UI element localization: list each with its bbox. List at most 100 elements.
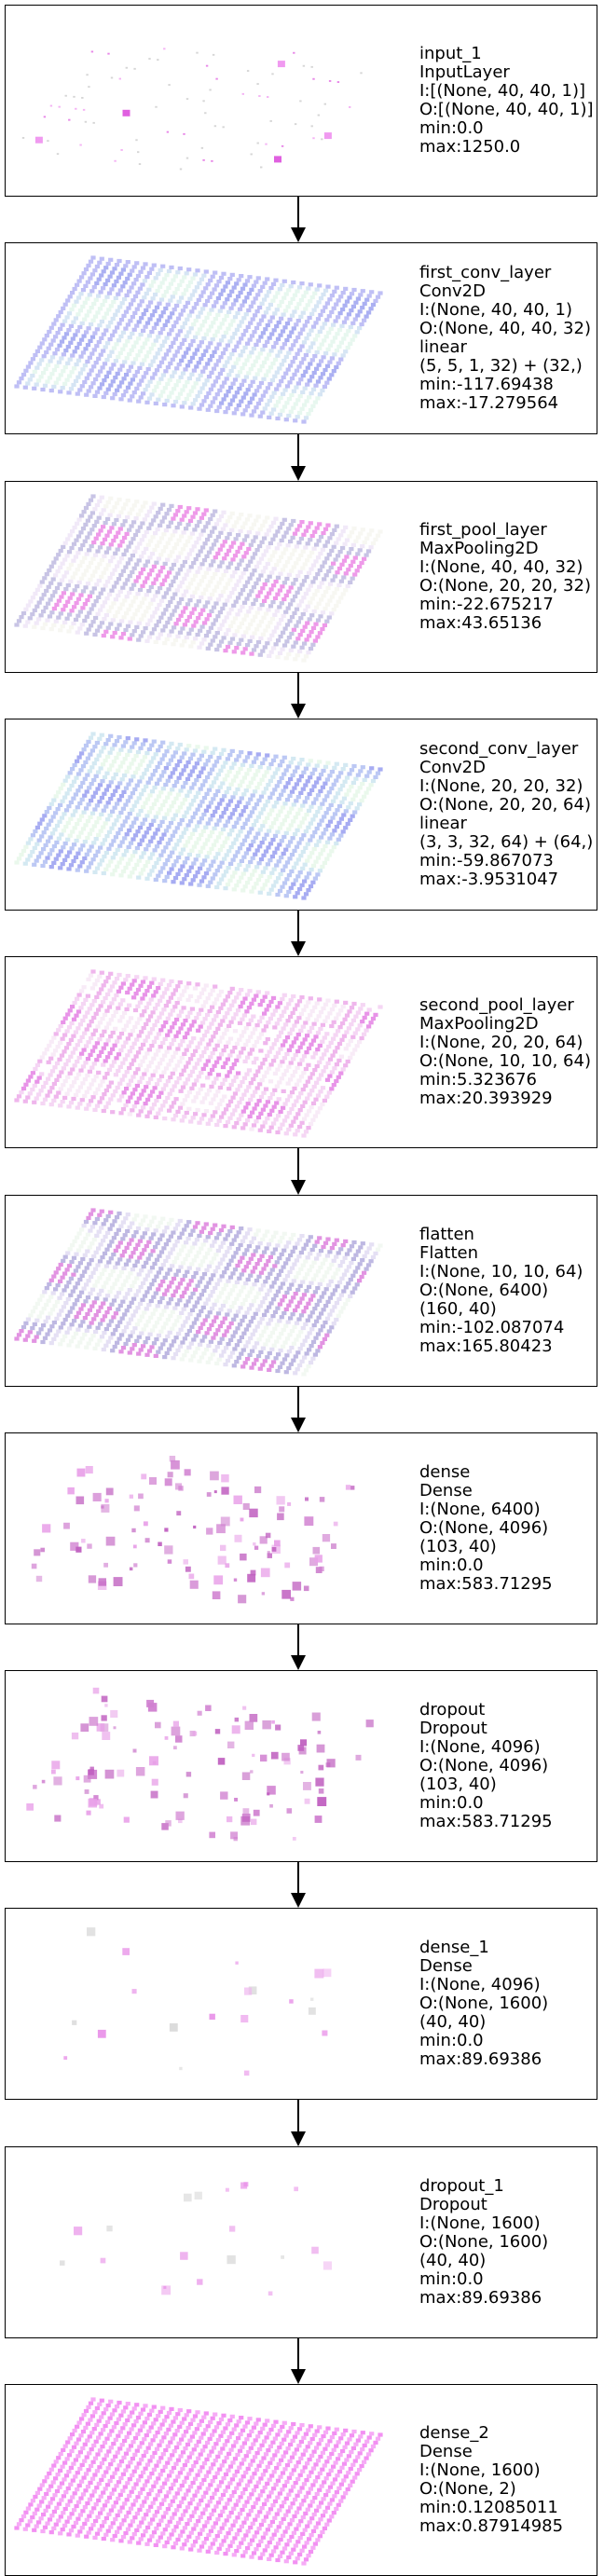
activation-cell: [279, 538, 284, 542]
activation-cell: [89, 560, 94, 566]
activation-cell: [85, 756, 90, 760]
activation-cell: [312, 876, 318, 881]
activation-cell: [289, 615, 295, 620]
activation-cell: [79, 860, 85, 865]
activation-cell: [308, 600, 313, 605]
activation-cell: [112, 980, 117, 985]
activation-cell: [240, 871, 246, 876]
activation-cell: [122, 343, 128, 348]
activation-cell: [188, 326, 194, 331]
activation-cell: [250, 1093, 255, 1098]
activation-cell: [156, 1094, 161, 1099]
activation-cell: [258, 380, 265, 386]
activation-cell: [130, 377, 135, 382]
activation-cell: [247, 751, 253, 756]
activation-cell: [48, 1278, 54, 1282]
activation-cell: [218, 514, 225, 519]
activation-cell: [258, 873, 264, 878]
activation-cell: [223, 1061, 228, 1065]
activation-cell: [148, 776, 154, 781]
activation-cell: [214, 346, 220, 350]
activation-cell: [338, 1071, 344, 1076]
activation-cell: [120, 806, 126, 811]
activation-cell: [55, 807, 61, 812]
activation-cell: [318, 773, 324, 777]
activation-cell: [268, 858, 273, 863]
activation-cell: [136, 320, 142, 324]
activation-cell: [34, 604, 40, 609]
activation-cell: [79, 1336, 85, 1341]
activation-cell: [106, 784, 112, 788]
activation-cell: [80, 1064, 87, 1069]
activation-cell: [297, 633, 303, 637]
activation-cell: [56, 790, 62, 795]
activation-cell: [95, 1024, 101, 1029]
activation-cell: [108, 859, 114, 864]
activation-cell: [281, 643, 288, 648]
activation-cell: [236, 278, 241, 282]
activation-cell: [186, 869, 192, 873]
activation-cell: [208, 278, 213, 283]
activation-cell: [48, 1073, 53, 1077]
activation-cell: [127, 574, 132, 579]
activation-cell: [157, 1077, 162, 1083]
activation-cell: [50, 338, 56, 343]
activation-cell: [219, 577, 225, 582]
activation-cell: [271, 1059, 277, 1063]
activation-cell: [283, 847, 289, 852]
activation-cell: [248, 780, 254, 785]
activation-cell: [203, 1046, 209, 1050]
activation-cell: [306, 349, 311, 353]
activation-cell: [172, 546, 177, 551]
layer-min: min:-59.867073: [419, 851, 554, 870]
activation-cell: [260, 760, 266, 765]
activation-cell: [197, 645, 202, 650]
activation-cell: [285, 1081, 291, 1086]
activation-cell: [263, 373, 269, 377]
activation-cell: [261, 853, 267, 857]
activation-cell: [248, 1081, 254, 1086]
activation-cell: [103, 742, 109, 747]
activation-cell: [187, 360, 193, 364]
activation-cell: [303, 528, 309, 533]
activation-cell: [212, 53, 215, 56]
activation-cell: [274, 1038, 280, 1043]
activation-cell: [281, 358, 287, 363]
activation-cell: [237, 307, 243, 311]
activation-cell: [230, 319, 236, 323]
activation-cell: [288, 284, 294, 289]
activation-cell: [182, 384, 187, 389]
activation-cell: [89, 861, 94, 866]
activation-cell: [291, 756, 296, 761]
activation-cell: [222, 301, 227, 306]
activation-cell: [97, 974, 103, 979]
activation-cell: [281, 581, 287, 585]
activation-cell: [179, 341, 185, 347]
activation-cell: [292, 769, 298, 774]
activation-cell: [77, 1340, 83, 1345]
activation-cell: [100, 1017, 105, 1021]
activation-cell: [291, 1040, 296, 1045]
activation-cell: [218, 275, 225, 281]
activation-cell: [342, 541, 348, 546]
activation-cell: [186, 981, 192, 986]
activation-cell: [289, 313, 295, 318]
activation-cell: [321, 594, 326, 598]
activation-cell: [123, 389, 129, 394]
activation-cell: [61, 369, 66, 374]
layer-info: second_conv_layer Conv2D I:(None, 20, 20, …: [419, 719, 595, 910]
activation-cell: [182, 639, 187, 644]
activation-cell: [99, 795, 104, 801]
activation-cell: [116, 1227, 121, 1232]
activation-cell: [184, 1110, 189, 1116]
activation-cell: [132, 1246, 139, 1252]
activation-cell: [210, 291, 215, 295]
activation-cell: [73, 792, 78, 797]
activation-cell: [70, 336, 76, 341]
activation-cell: [268, 761, 274, 767]
activation-cell: [309, 834, 315, 839]
activation-cell: [84, 789, 89, 794]
activation-cell: [286, 527, 292, 531]
activation-cell: [362, 318, 367, 322]
activation-cell: [19, 1090, 24, 1095]
